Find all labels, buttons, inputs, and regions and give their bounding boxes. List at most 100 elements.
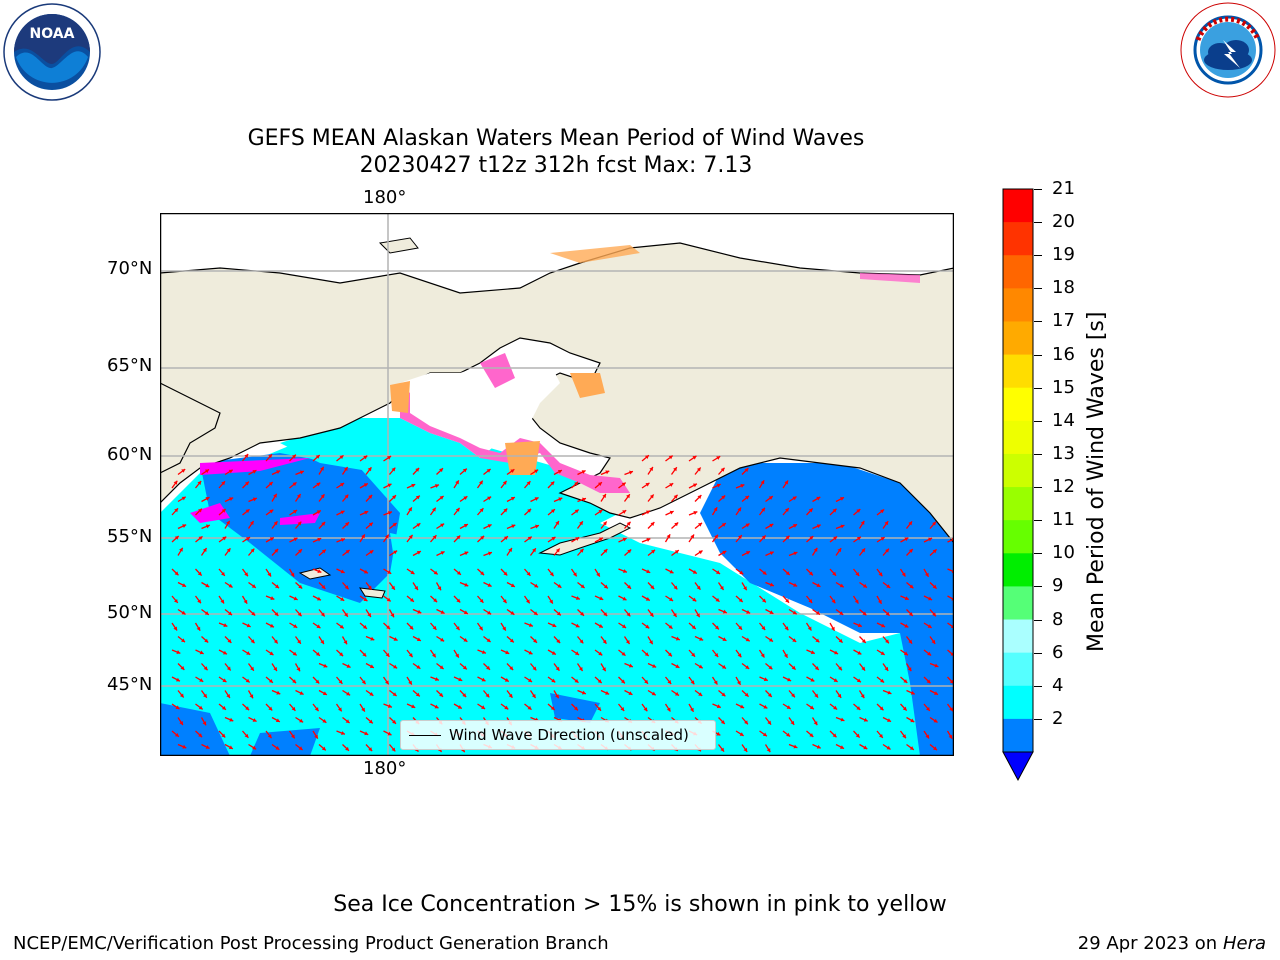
wind-arrow	[947, 595, 954, 601]
wind-arrow-head	[832, 508, 837, 513]
wind-arrow-head	[528, 678, 533, 682]
wind-arrow-head	[886, 584, 891, 588]
wind-arrow-head	[721, 523, 726, 527]
wind-arrow-head	[463, 523, 468, 528]
wind-arrow-head	[292, 651, 297, 656]
colorbar-segment	[1003, 321, 1033, 356]
wind-arrow-head	[268, 679, 273, 683]
wind-arrow-head	[440, 610, 445, 614]
wind-arrow-head	[346, 691, 351, 696]
wind-arrow-head	[673, 467, 677, 472]
wind-arrow-head	[856, 536, 861, 541]
wind-arrow-head	[722, 609, 727, 614]
wind-arrow-head	[368, 494, 373, 499]
wind-arrow-head	[485, 693, 490, 698]
wind-arrow-head	[410, 570, 415, 575]
wind-arrow-head	[792, 496, 797, 501]
sea-ice-note: Sea Ice Concentration > 15% is shown in …	[333, 892, 947, 917]
wind-arrow-head	[393, 550, 398, 555]
wind-arrow-head	[690, 707, 694, 712]
wind-arrow-head	[175, 677, 180, 682]
wind-arrow-head	[690, 680, 695, 685]
wind-arrow-head	[784, 626, 789, 631]
wind-arrow-head	[432, 653, 436, 658]
colorbar-svg	[1002, 188, 1034, 782]
wind-arrow-head	[202, 721, 207, 726]
wind-arrow-head	[667, 652, 672, 657]
wind-arrow-head	[556, 611, 561, 616]
wind-arrow-head	[320, 612, 325, 617]
wind-arrow-head	[221, 733, 226, 738]
wind-arrow-head	[222, 536, 227, 541]
wind-arrow-head	[886, 745, 891, 750]
wind-arrow-head	[222, 678, 227, 683]
wind-arrow-head	[275, 746, 280, 750]
wind-arrow-head	[439, 692, 443, 697]
wind-arrow-head	[784, 480, 789, 485]
colorbar-tick-label: 17	[1052, 310, 1075, 332]
wind-arrow-head	[550, 481, 555, 486]
wind-arrow-head	[361, 534, 365, 539]
wind-arrow-head	[245, 509, 250, 514]
wind-arrow-head	[902, 706, 907, 711]
wind-arrow-head	[597, 706, 602, 711]
wind-arrow-head	[738, 625, 743, 630]
wind-arrow-head	[740, 704, 745, 709]
colorbar-segment	[1003, 255, 1033, 289]
wind-arrow-head	[205, 745, 210, 749]
wind-arrow-head	[196, 626, 201, 631]
wind-arrow-head	[809, 536, 814, 540]
colorbar-tick-label: 15	[1052, 376, 1075, 398]
wind-arrow-head	[440, 637, 445, 642]
wind-arrow-head	[344, 612, 348, 617]
wind-arrow-head	[598, 651, 603, 656]
wind-arrow-head	[250, 639, 255, 644]
wind-arrow-head	[268, 454, 273, 459]
wind-arrow-head	[714, 534, 718, 539]
wind-arrow-head	[857, 650, 862, 655]
wind-arrow-head	[502, 626, 506, 631]
wind-arrow-head	[910, 718, 915, 723]
wind-arrow-head	[721, 692, 726, 697]
wind-arrow-head	[343, 467, 348, 472]
wind-arrow-head	[739, 732, 744, 736]
wind-arrow-head	[697, 495, 702, 500]
wind-arrow-head	[322, 691, 327, 696]
wind-arrow-head	[393, 664, 398, 669]
wind-arrow-head	[651, 691, 656, 696]
colorbar-extend-triangle	[1002, 751, 1034, 782]
wind-arrow-head	[949, 707, 953, 712]
wind-arrow-head	[479, 598, 484, 603]
colorbar-tick-label: 2	[1052, 707, 1064, 729]
wind-arrow-head	[296, 494, 301, 499]
wind-arrow-head	[878, 599, 882, 604]
wind-arrow-head	[693, 511, 698, 515]
wind-arrow-head	[790, 720, 795, 725]
wind-arrow-head	[316, 482, 321, 487]
wind-arrow-head	[411, 483, 416, 488]
wind-arrow-head	[652, 663, 657, 668]
wind-arrow-head	[721, 495, 726, 500]
wind-arrow-head	[645, 482, 650, 487]
wind-arrow-head	[508, 693, 513, 698]
wind-arrow-head	[550, 509, 555, 513]
wind-arrow-head	[221, 508, 226, 513]
svg-text:NOAA: NOAA	[30, 26, 75, 42]
wind-arrow-head	[838, 666, 842, 671]
wind-arrow-head	[622, 537, 627, 542]
wind-arrow-head	[338, 679, 343, 684]
wind-arrow-head	[669, 569, 674, 574]
wind-arrow-head	[769, 523, 774, 528]
wind-arrow-head	[458, 677, 463, 682]
ocean-blue-west	[200, 453, 400, 603]
wind-arrow-head	[503, 536, 508, 540]
wind-arrow-head	[557, 469, 562, 474]
wind-arrow-head	[716, 704, 721, 709]
wind-arrow-head	[909, 746, 914, 750]
wind-arrow-head	[575, 623, 580, 628]
wind-arrow-head	[767, 720, 772, 725]
wind-arrow-head	[204, 611, 209, 615]
wind-arrow-head	[620, 679, 625, 684]
wind-arrow-head	[387, 570, 392, 574]
wind-arrow-head	[199, 650, 204, 655]
